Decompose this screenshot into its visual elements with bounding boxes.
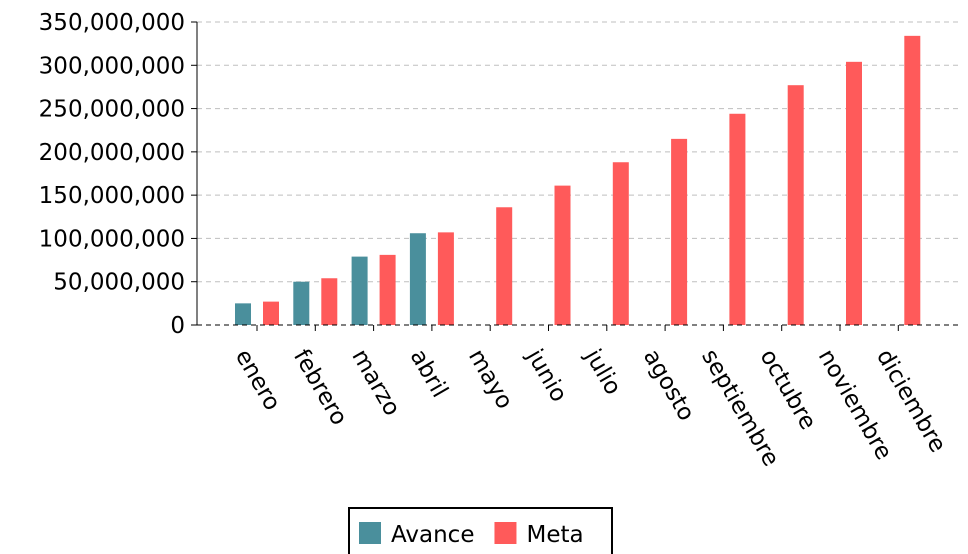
x-tick-label-abril: abril <box>405 345 453 402</box>
legend: Avance Meta <box>348 507 613 554</box>
bar-meta-octubre <box>787 85 804 325</box>
x-tick-label-febrero: febrero <box>288 345 352 430</box>
bar-meta-mayo <box>496 207 513 325</box>
bar-meta-junio <box>554 185 571 325</box>
legend-swatch-avance <box>359 522 381 544</box>
bar-avance-marzo <box>351 256 368 325</box>
legend-swatch-meta <box>494 522 517 544</box>
bar-meta-abril <box>437 232 454 325</box>
y-tick-label: 100,000,000 <box>39 226 185 252</box>
bar-meta-enero <box>263 301 279 325</box>
gridlines <box>197 21 958 283</box>
bar-meta-noviembre <box>846 61 862 326</box>
y-tick-label: 300,000,000 <box>39 53 185 79</box>
y-tick-label: 50,000,000 <box>53 270 185 296</box>
x-tick-label-junio: junio <box>521 344 572 406</box>
x-tick-label-mayo: mayo <box>463 345 518 414</box>
bar-meta-diciembre <box>904 35 921 325</box>
bar-meta-agosto <box>671 138 688 325</box>
y-tick-label: 250,000,000 <box>39 97 185 123</box>
legend-label-meta: Meta <box>526 522 583 548</box>
bar-avance-abril <box>409 233 426 325</box>
x-tick-label-octubre: octubre <box>755 345 822 434</box>
x-tick-label-marzo: marzo <box>346 345 405 420</box>
y-tick-label: 0 <box>170 313 185 339</box>
bar-meta-marzo <box>379 254 396 325</box>
axes <box>191 21 958 331</box>
legend-label-avance: Avance <box>391 522 474 548</box>
bar-avance-febrero <box>293 281 310 325</box>
y-tick-label: 350,000,000 <box>39 10 185 36</box>
y-tick-label: 150,000,000 <box>39 183 185 209</box>
x-tick-label-enero: enero <box>230 345 285 415</box>
y-tick-label: 200,000,000 <box>39 140 185 166</box>
bar-meta-julio <box>612 162 629 325</box>
y-axis-tick-labels: 0 50,000,000 100,000,000 150,000,000 200,000… <box>39 10 185 339</box>
bar-meta-febrero <box>321 278 338 325</box>
bars <box>235 35 921 326</box>
bar-meta-septiembre <box>729 113 746 325</box>
x-tick-label-agosto: agosto <box>638 345 699 425</box>
x-tick-label-julio: julio <box>579 344 626 399</box>
bar-avance-enero <box>235 303 251 325</box>
legend-box <box>348 507 613 554</box>
